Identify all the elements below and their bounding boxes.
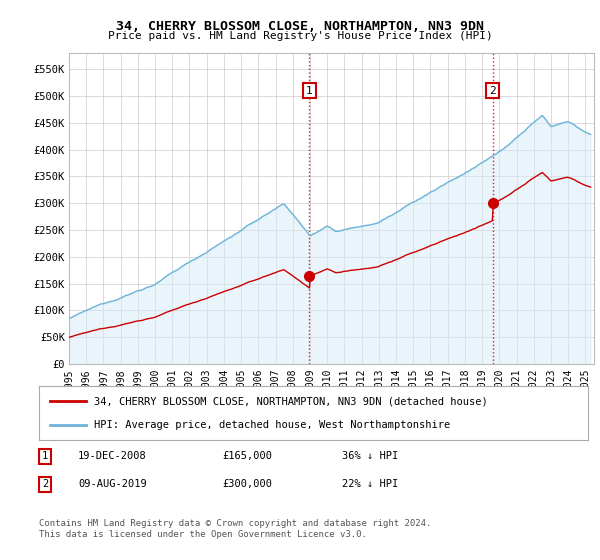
Text: 2: 2 — [489, 86, 496, 96]
Text: HPI: Average price, detached house, West Northamptonshire: HPI: Average price, detached house, West… — [94, 419, 450, 430]
Text: 36% ↓ HPI: 36% ↓ HPI — [342, 451, 398, 461]
Text: 19-DEC-2008: 19-DEC-2008 — [78, 451, 147, 461]
Text: £300,000: £300,000 — [222, 479, 272, 489]
Text: Contains HM Land Registry data © Crown copyright and database right 2024.
This d: Contains HM Land Registry data © Crown c… — [39, 520, 431, 539]
Text: 2: 2 — [42, 479, 48, 489]
Text: £165,000: £165,000 — [222, 451, 272, 461]
Text: 1: 1 — [42, 451, 48, 461]
Text: 1: 1 — [306, 86, 313, 96]
Text: 34, CHERRY BLOSSOM CLOSE, NORTHAMPTON, NN3 9DN: 34, CHERRY BLOSSOM CLOSE, NORTHAMPTON, N… — [116, 20, 484, 32]
Text: 22% ↓ HPI: 22% ↓ HPI — [342, 479, 398, 489]
Text: 09-AUG-2019: 09-AUG-2019 — [78, 479, 147, 489]
Text: Price paid vs. HM Land Registry's House Price Index (HPI): Price paid vs. HM Land Registry's House … — [107, 31, 493, 41]
Text: 34, CHERRY BLOSSOM CLOSE, NORTHAMPTON, NN3 9DN (detached house): 34, CHERRY BLOSSOM CLOSE, NORTHAMPTON, N… — [94, 396, 488, 407]
